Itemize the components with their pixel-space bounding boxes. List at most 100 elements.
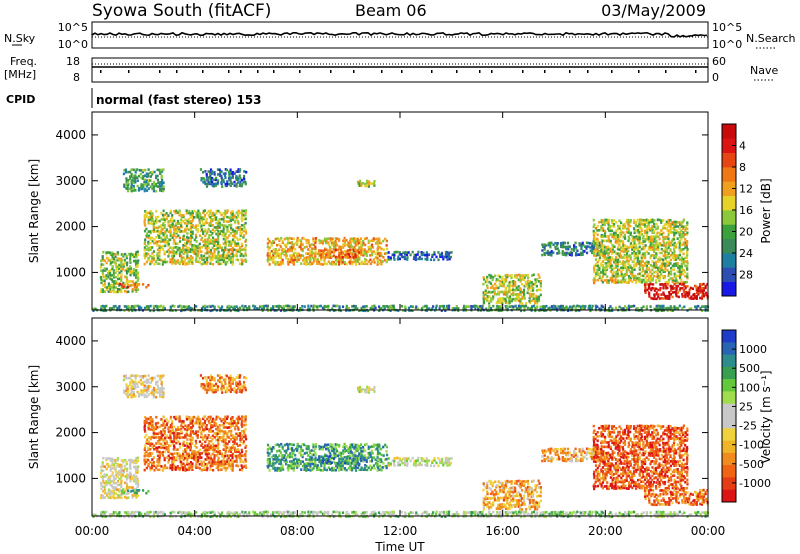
echo-cell (136, 168, 139, 171)
echo-cell (213, 240, 216, 243)
echo-cell (609, 224, 612, 228)
echo-cell (627, 262, 630, 266)
echo-cell (198, 234, 202, 237)
echo-cell (172, 437, 175, 441)
echo-cell (127, 486, 130, 489)
echo-cell (647, 227, 651, 231)
echo-cell (397, 309, 400, 312)
echo-cell (195, 244, 198, 248)
echo-cell (642, 235, 645, 238)
echo-cell (325, 248, 328, 251)
echo-cell (176, 433, 179, 437)
echo-cell (662, 264, 665, 267)
echo-cell (125, 275, 128, 279)
echo-cell (145, 420, 148, 423)
echo-cell (136, 390, 139, 394)
echo-cell (266, 251, 269, 255)
echo-cell (604, 268, 607, 272)
echo-cell (526, 306, 529, 310)
echo-cell (558, 251, 561, 255)
echo-cell (424, 257, 427, 261)
echo-cell (194, 233, 197, 237)
echo-cell (320, 262, 323, 266)
echo-cell (173, 228, 176, 231)
echo-cell (242, 236, 245, 239)
echo-cell (653, 287, 656, 290)
echo-cell (671, 254, 674, 257)
echo-cell (353, 239, 356, 243)
echo-cell (116, 496, 119, 500)
echo-cell (384, 237, 387, 241)
echo-cell (594, 258, 598, 261)
echo-cell (136, 469, 139, 472)
echo-cell (331, 237, 334, 241)
echo-cell (233, 220, 237, 223)
echo-cell (368, 182, 371, 186)
echo-cell (149, 468, 152, 472)
echo-cell (332, 262, 335, 266)
echo-cell (159, 189, 162, 192)
echo-cell (132, 474, 135, 477)
echo-cell (161, 388, 164, 392)
echo-cell (607, 235, 610, 238)
echo-cell (667, 233, 670, 237)
echo-cell (178, 458, 181, 461)
echo-cell (614, 258, 617, 262)
echo-cell (705, 293, 708, 297)
echo-cell (125, 389, 128, 393)
echo-cell (647, 260, 650, 264)
echo-cell (642, 247, 645, 251)
echo-cell (218, 221, 221, 225)
echo-cell (227, 176, 231, 180)
echo-cell (642, 240, 645, 243)
echo-cell (235, 252, 238, 256)
echo-cell (643, 221, 646, 224)
echo-cell (609, 258, 612, 261)
echo-cell (362, 252, 365, 255)
echo-cell (215, 209, 218, 213)
echo-cell (603, 279, 606, 282)
echo-cell (369, 262, 372, 266)
echo-cell (606, 275, 609, 278)
echo-cell (187, 218, 190, 221)
echo-cell (114, 492, 117, 495)
echo-cell (563, 253, 566, 257)
echo-cell (592, 267, 596, 270)
echo-cell (620, 266, 623, 270)
echo-cell (576, 249, 579, 253)
echo-cell (505, 280, 508, 283)
echo-cell (222, 252, 225, 256)
echo-cell (244, 248, 247, 252)
echo-cell (178, 260, 181, 264)
echo-cell (649, 276, 652, 280)
echo-cell (138, 169, 141, 172)
echo-cell (303, 256, 306, 260)
echo-cell (180, 307, 183, 310)
colorbar-segment (722, 181, 736, 196)
echo-cell (173, 225, 176, 229)
echo-cell (114, 263, 117, 266)
echo-cell (158, 187, 162, 191)
echo-cell (244, 217, 247, 221)
echo-cell (677, 241, 680, 244)
echo-cell (560, 304, 563, 308)
echo-cell (169, 225, 172, 229)
echo-cell (354, 258, 357, 261)
echo-cell (129, 267, 132, 270)
echo-cell (176, 219, 180, 223)
echo-cell (204, 222, 207, 225)
freq-dot (695, 70, 697, 73)
echo-cell (182, 454, 185, 458)
echo-cell (292, 306, 295, 310)
echo-cell (598, 220, 601, 224)
echo-cell (484, 291, 487, 294)
echo-cell (359, 237, 363, 240)
echo-cell (680, 260, 683, 263)
echo-cell (123, 389, 126, 393)
echo-cell (675, 264, 678, 268)
echo-cell (127, 280, 130, 283)
echo-cell (239, 183, 242, 186)
echo-cell (235, 178, 238, 181)
echo-cell (147, 458, 150, 462)
echo-cell (230, 211, 233, 215)
